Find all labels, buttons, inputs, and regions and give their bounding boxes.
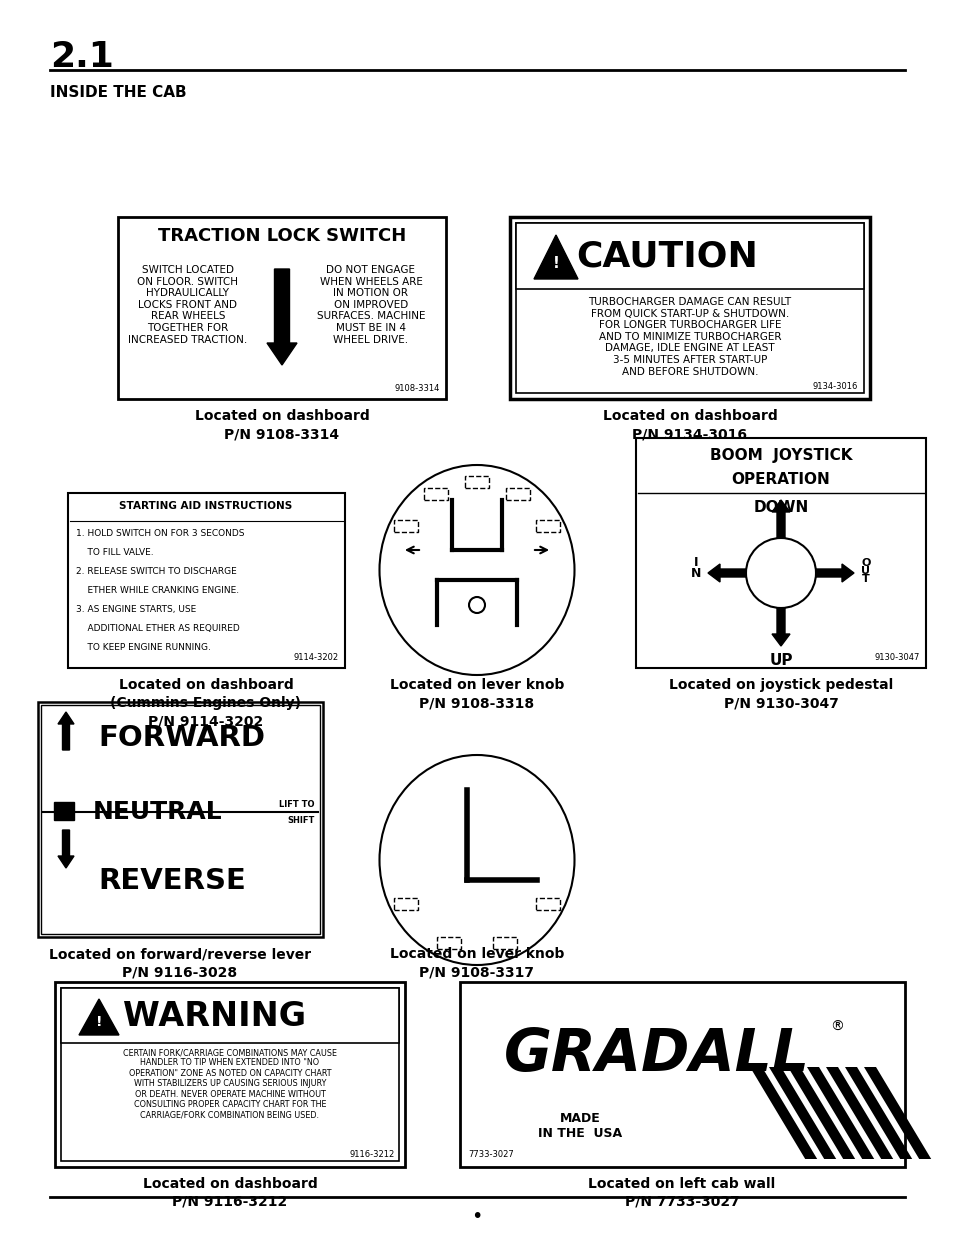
Text: NEUTRAL: NEUTRAL [92, 800, 222, 824]
Text: SHIFT: SHIFT [287, 816, 314, 825]
Polygon shape [787, 1067, 854, 1158]
Bar [61, 988, 398, 1161]
Text: Located on lever knob: Located on lever knob [390, 947, 563, 961]
Text: OPERATION: OPERATION [731, 472, 829, 487]
Text: INSIDE THE CAB: INSIDE THE CAB [50, 85, 187, 100]
Text: P/N 9116-3212: P/N 9116-3212 [172, 1195, 287, 1209]
Text: 3. AS ENGINE STARTS, USE: 3. AS ENGINE STARTS, USE [76, 605, 196, 614]
FancyBboxPatch shape [464, 475, 489, 488]
Text: Located on forward/reverse lever: Located on forward/reverse lever [49, 947, 311, 961]
Polygon shape [749, 1067, 817, 1158]
Text: TURBOCHARGER DAMAGE CAN RESULT
FROM QUICK START-UP & SHUTDOWN.
FOR LONGER TURBOC: TURBOCHARGER DAMAGE CAN RESULT FROM QUIC… [588, 296, 791, 377]
Text: FORWARD: FORWARD [98, 724, 265, 752]
FancyBboxPatch shape [536, 898, 559, 910]
Text: 9108-3314: 9108-3314 [395, 384, 439, 393]
Text: 7733-3027: 7733-3027 [468, 1150, 514, 1158]
Bar [54, 802, 74, 820]
Text: TRACTION LOCK SWITCH: TRACTION LOCK SWITCH [157, 227, 406, 245]
Text: 9116-3212: 9116-3212 [350, 1150, 395, 1158]
Text: Located on dashboard: Located on dashboard [118, 678, 294, 692]
Text: CERTAIN FORK/CARRIAGE COMBINATIONS MAY CAUSE
HANDLER TO TIP WHEN EXTENDED INTO ": CERTAIN FORK/CARRIAGE COMBINATIONS MAY C… [123, 1049, 336, 1119]
Text: Located on dashboard: Located on dashboard [602, 409, 777, 424]
Polygon shape [863, 1067, 930, 1158]
Text: ®: ® [829, 1020, 843, 1034]
Text: P/N 9108-3318: P/N 9108-3318 [419, 697, 534, 710]
FancyArrow shape [58, 830, 74, 868]
Text: ADDITIONAL ETHER AS REQUIRED: ADDITIONAL ETHER AS REQUIRED [76, 624, 239, 634]
Bar [516, 224, 863, 289]
Text: 2. RELEASE SWITCH TO DISCHARGE: 2. RELEASE SWITCH TO DISCHARGE [76, 567, 236, 576]
Text: Located on joystick pedestal: Located on joystick pedestal [668, 678, 892, 692]
FancyArrow shape [815, 564, 853, 582]
Bar [516, 224, 863, 393]
Text: Located on dashboard: Located on dashboard [143, 1177, 317, 1191]
Text: TO KEEP ENGINE RUNNING.: TO KEEP ENGINE RUNNING. [76, 643, 211, 652]
Bar [459, 982, 904, 1167]
Bar [55, 982, 405, 1167]
Text: 1. HOLD SWITCH ON FOR 3 SECONDS: 1. HOLD SWITCH ON FOR 3 SECONDS [76, 529, 244, 538]
FancyBboxPatch shape [394, 898, 417, 910]
Text: Located on lever knob: Located on lever knob [390, 678, 563, 692]
FancyBboxPatch shape [493, 936, 517, 948]
Text: DO NOT ENGAGE
WHEN WHEELS ARE
IN MOTION OR
ON IMPROVED
SURFACES. MACHINE
MUST BE: DO NOT ENGAGE WHEN WHEELS ARE IN MOTION … [316, 266, 425, 345]
Text: (Cummins Engines Only): (Cummins Engines Only) [111, 697, 301, 710]
Text: WARNING: WARNING [123, 999, 306, 1032]
Text: 9134-3016: 9134-3016 [812, 382, 857, 391]
Text: P/N 9108-3317: P/N 9108-3317 [419, 965, 534, 979]
Text: !: ! [95, 1015, 102, 1029]
Bar [118, 217, 446, 399]
Text: 9130-3047: 9130-3047 [874, 653, 919, 662]
Text: BOOM  JOYSTICK: BOOM JOYSTICK [709, 448, 851, 463]
Text: MADE
IN THE  USA: MADE IN THE USA [537, 1112, 621, 1140]
Text: SWITCH LOCATED
ON FLOOR. SWITCH
HYDRAULICALLY
LOCKS FRONT AND
REAR WHEELS
TOGETH: SWITCH LOCATED ON FLOOR. SWITCH HYDRAULI… [129, 266, 248, 345]
Text: P/N 9108-3314: P/N 9108-3314 [224, 427, 339, 441]
Polygon shape [768, 1067, 836, 1158]
FancyArrow shape [267, 269, 296, 366]
Text: P/N 9114-3202: P/N 9114-3202 [149, 714, 263, 727]
Text: 9114-3202: 9114-3202 [294, 653, 338, 662]
Polygon shape [534, 235, 578, 279]
Bar [61, 988, 398, 1044]
FancyArrow shape [771, 608, 789, 646]
Polygon shape [79, 999, 119, 1035]
FancyBboxPatch shape [423, 488, 448, 500]
Text: REVERSE: REVERSE [98, 867, 246, 895]
Bar [636, 438, 925, 668]
FancyArrow shape [771, 500, 789, 538]
Polygon shape [825, 1067, 892, 1158]
FancyBboxPatch shape [436, 936, 460, 948]
Text: 2.1: 2.1 [50, 40, 113, 74]
Text: DOWN: DOWN [753, 500, 808, 515]
FancyBboxPatch shape [536, 520, 559, 532]
FancyArrow shape [707, 564, 745, 582]
Text: O
U
T: O U T [861, 557, 870, 584]
Text: GRADALL: GRADALL [503, 1026, 809, 1083]
Polygon shape [844, 1067, 911, 1158]
FancyBboxPatch shape [394, 520, 417, 532]
Text: Located on dashboard: Located on dashboard [194, 409, 369, 424]
Text: TO FILL VALVE.: TO FILL VALVE. [76, 548, 153, 557]
Text: I
N: I N [690, 556, 700, 580]
FancyArrow shape [58, 713, 74, 750]
Bar [510, 217, 869, 399]
Polygon shape [806, 1067, 873, 1158]
Text: P/N 9130-3047: P/N 9130-3047 [722, 697, 838, 710]
Bar [41, 705, 319, 934]
Text: LIFT TO: LIFT TO [279, 800, 314, 809]
Text: ETHER WHILE CRANKING ENGINE.: ETHER WHILE CRANKING ENGINE. [76, 585, 239, 595]
Text: P/N 9116-3028: P/N 9116-3028 [122, 965, 237, 979]
Text: •: • [471, 1207, 482, 1226]
Bar [68, 493, 345, 668]
Text: P/N 7733-3027: P/N 7733-3027 [624, 1195, 739, 1209]
Text: P/N 9134-3016: P/N 9134-3016 [632, 427, 747, 441]
Bar [38, 701, 323, 937]
FancyBboxPatch shape [505, 488, 530, 500]
Text: Located on left cab wall: Located on left cab wall [588, 1177, 775, 1191]
Text: UP: UP [768, 653, 792, 668]
Circle shape [745, 538, 815, 608]
Text: CAUTION: CAUTION [576, 240, 757, 273]
Text: STARTING AID INSTRUCTIONS: STARTING AID INSTRUCTIONS [119, 501, 293, 511]
Text: !: ! [552, 256, 558, 270]
